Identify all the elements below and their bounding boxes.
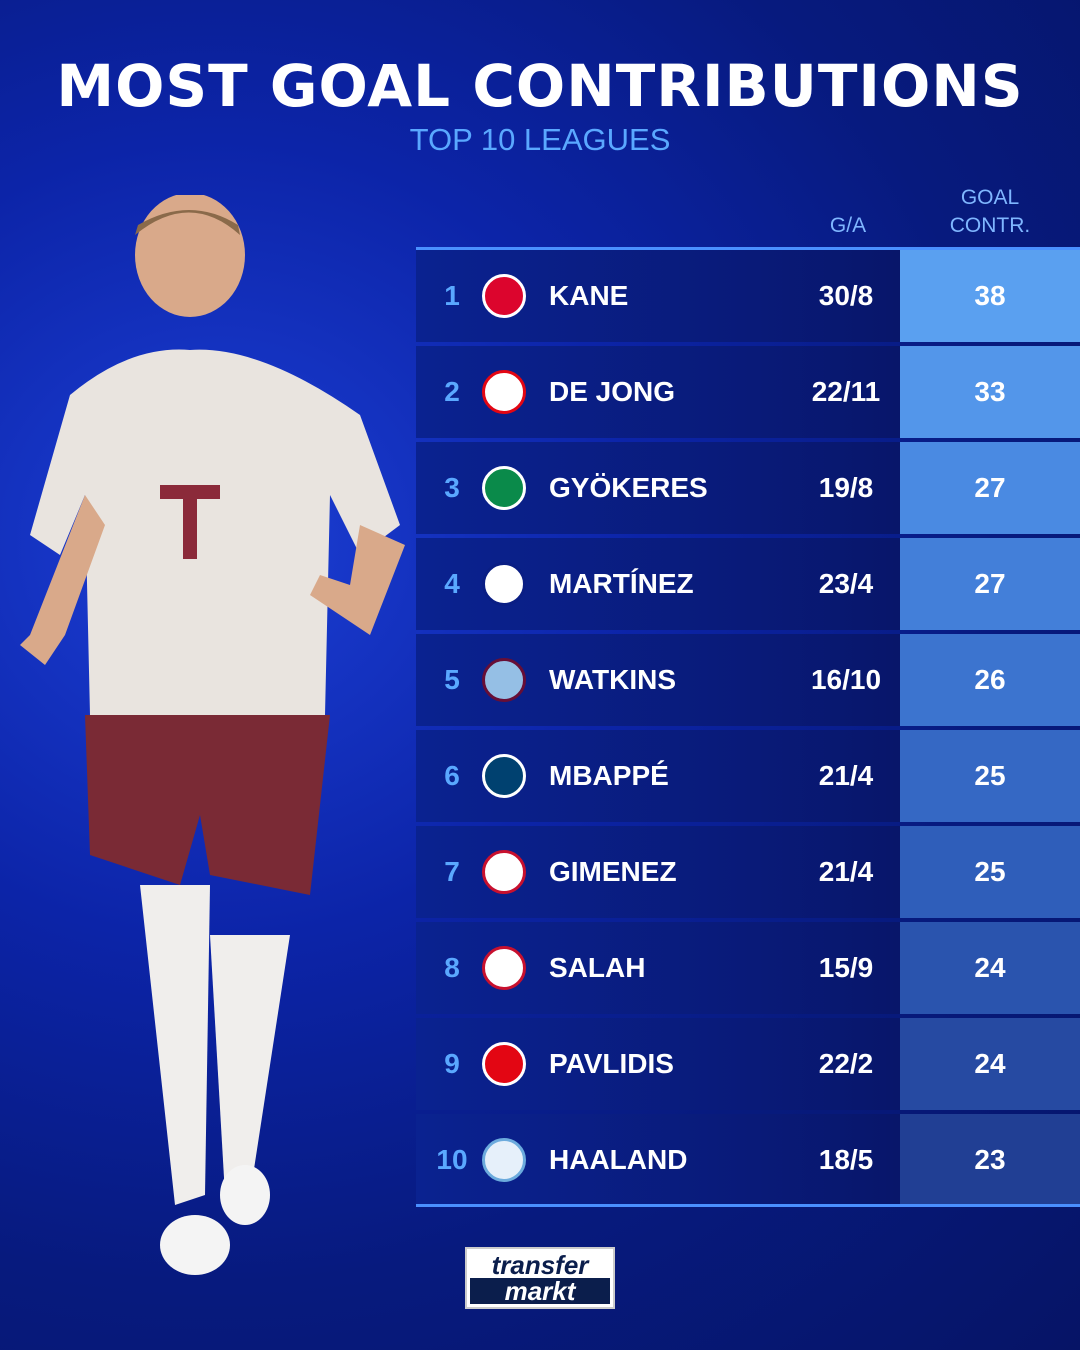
- rank: 7: [444, 856, 460, 887]
- liverpool-crest-icon: [482, 946, 526, 990]
- goal-contributions: 24: [900, 1018, 1080, 1110]
- goals-assists: 22/11: [811, 376, 881, 407]
- goal-contributions: 25: [900, 826, 1080, 918]
- goals-assists: 22/2: [818, 1048, 874, 1079]
- rank: 6: [444, 760, 460, 791]
- column-header-goal-contr-line1: GOAL: [960, 186, 1020, 209]
- rank: 4: [444, 568, 460, 599]
- az-alkmaar-crest-icon: [482, 1042, 526, 1086]
- table-row: 10 HAALAND 18/5 23: [416, 1114, 1080, 1206]
- player-name: HAALAND: [549, 1144, 688, 1175]
- goals-assists: 23/4: [818, 568, 874, 599]
- table-row: 5 WATKINS 16/10 26: [416, 634, 1080, 726]
- rank: 8: [444, 952, 460, 983]
- table-bottom-divider: [416, 1204, 1080, 1207]
- goals-assists: 18/5: [818, 1144, 874, 1175]
- psv-crest-icon: [482, 370, 526, 414]
- logo-line2: markt: [470, 1278, 610, 1304]
- rank: 3: [444, 472, 460, 503]
- goal-contributions: 23: [900, 1114, 1080, 1206]
- player-name: DE JONG: [549, 376, 676, 407]
- transfermarkt-logo: transfer markt: [465, 1247, 615, 1309]
- feyenoord-crest-icon: [482, 850, 526, 894]
- goals-assists: 15/9: [818, 952, 874, 983]
- goal-contributions: 38: [900, 250, 1080, 342]
- rank: 2: [444, 376, 460, 407]
- player-name: GIMENEZ: [549, 856, 677, 887]
- rank: 9: [444, 1048, 460, 1079]
- rank: 5: [444, 664, 460, 695]
- table-row: 3 GYÖKERES 19/8 27: [416, 442, 1080, 534]
- aston-villa-crest-icon: [482, 658, 526, 702]
- goals-assists: 21/4: [818, 856, 874, 887]
- goals-assists: 30/8: [818, 280, 874, 311]
- goals-assists: 16/10: [810, 664, 882, 695]
- bayern-munich-crest-icon: [482, 274, 526, 318]
- column-header-goal-contr: GOAL CONTR.: [900, 184, 1080, 240]
- goal-contributions: 27: [900, 538, 1080, 630]
- psg-crest-icon: [482, 754, 526, 798]
- rank: 10: [436, 1144, 468, 1175]
- goal-contributions: 26: [900, 634, 1080, 726]
- goal-contributions: 25: [900, 730, 1080, 822]
- manchester-city-crest-icon: [482, 1138, 526, 1182]
- column-header-ga: G/A: [829, 214, 867, 237]
- inter-crest-icon: [482, 562, 526, 606]
- table-row: 7 GIMENEZ 21/4 25: [416, 826, 1080, 918]
- rank: 1: [444, 280, 460, 311]
- table-row: 8 SALAH 15/9 24: [416, 922, 1080, 1014]
- player-photo: [20, 195, 405, 1275]
- column-header-goal-contr-line2: CONTR.: [949, 214, 1031, 237]
- goal-contributions: 27: [900, 442, 1080, 534]
- table-row: 6 MBAPPÉ 21/4 25: [416, 730, 1080, 822]
- page-title: MOST GOAL CONTRIBUTIONS: [56, 52, 1024, 120]
- player-name: KANE: [549, 280, 629, 311]
- logo-line1: transfer: [491, 1250, 589, 1280]
- sporting-cp-crest-icon: [482, 466, 526, 510]
- table-row: 2 DE JONG 22/11 33: [416, 346, 1080, 438]
- table-row: 4 MARTÍNEZ 23/4 27: [416, 538, 1080, 630]
- goal-contributions: 33: [900, 346, 1080, 438]
- goals-assists: 21/4: [818, 760, 874, 791]
- page-subtitle: TOP 10 LEAGUES: [409, 122, 671, 157]
- player-name: MBAPPÉ: [549, 760, 669, 791]
- goals-assists: 19/8: [818, 472, 874, 503]
- table-top-divider: [416, 247, 1080, 250]
- player-name: SALAH: [549, 952, 646, 983]
- player-name: MARTÍNEZ: [549, 568, 694, 599]
- table-row: 9 PAVLIDIS 22/2 24: [416, 1018, 1080, 1110]
- player-name: PAVLIDIS: [549, 1048, 674, 1079]
- player-name: WATKINS: [549, 664, 677, 695]
- player-name: GYÖKERES: [549, 472, 708, 503]
- table-row: 1 KANE 30/8 38: [416, 250, 1080, 342]
- goal-contributions: 24: [900, 922, 1080, 1014]
